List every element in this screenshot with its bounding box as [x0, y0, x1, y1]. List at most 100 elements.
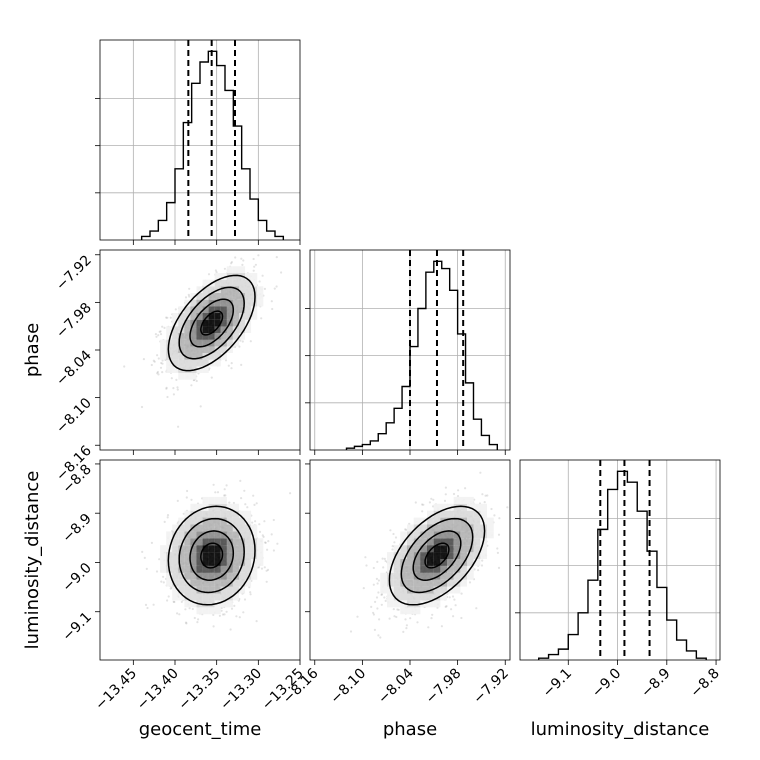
- density-cell: [190, 326, 197, 333]
- density-cell: [202, 346, 209, 353]
- density-cell: [226, 559, 233, 566]
- density-cell: [196, 559, 203, 566]
- density-cell: [467, 496, 474, 504]
- sample-point: [230, 367, 233, 370]
- histogram-panel-geocent-time: [95, 39, 301, 241]
- density-cell: [226, 586, 233, 594]
- sample-point: [154, 333, 157, 336]
- density-cell: [473, 531, 481, 539]
- sample-point: [432, 505, 435, 508]
- density-cell: [220, 286, 227, 293]
- sample-point: [169, 587, 172, 590]
- density-cell: [226, 339, 233, 347]
- y-tick-label: −7.98: [53, 300, 95, 342]
- density-cell: [214, 586, 221, 594]
- sample-point: [158, 330, 161, 333]
- density-cell: [433, 565, 441, 573]
- sample-point: [159, 333, 163, 336]
- density-cell: [220, 593, 227, 601]
- contour-line: [178, 286, 245, 360]
- density-cell: [487, 524, 494, 532]
- sample-point: [275, 285, 278, 288]
- density-cell: [387, 572, 394, 580]
- density-cell: [184, 545, 191, 553]
- density-cell: [184, 299, 191, 307]
- density-cell: [220, 326, 227, 333]
- sample-point: [256, 566, 259, 569]
- density-cell: [196, 293, 203, 300]
- density-cell: [245, 273, 252, 280]
- density-cell: [440, 593, 447, 601]
- sample-point: [162, 575, 165, 578]
- sample-point: [272, 518, 275, 522]
- y-tick-label: −9.1: [59, 609, 94, 644]
- sample-point: [190, 384, 193, 387]
- density-cell: [407, 565, 414, 573]
- density-cell: [433, 559, 441, 566]
- sample-point: [196, 621, 199, 624]
- density-cell: [239, 545, 246, 553]
- density-cell: [440, 531, 447, 539]
- sample-point: [391, 545, 394, 548]
- density-cell: [407, 538, 414, 546]
- density-cell: [178, 346, 185, 353]
- density-cell: [202, 510, 209, 518]
- density-cell: [232, 319, 239, 327]
- density-cell: [251, 545, 258, 553]
- density-cell: [220, 545, 227, 553]
- density-cell: [433, 524, 441, 532]
- density-cell: [413, 565, 421, 573]
- density-cell: [239, 279, 246, 287]
- density-cell: [166, 572, 173, 580]
- sample-point: [242, 259, 245, 262]
- sample-point: [254, 263, 257, 266]
- density-cell: [433, 600, 441, 608]
- density-cell: [453, 510, 461, 518]
- density-cell: [232, 545, 239, 553]
- density-cell: [184, 600, 191, 608]
- density-cell: [400, 586, 407, 594]
- density-cell: [245, 524, 252, 532]
- density-cell: [190, 586, 197, 594]
- density-cell: [257, 559, 264, 566]
- density-cell: [239, 586, 246, 594]
- density-cell: [220, 538, 227, 546]
- density-cell: [190, 559, 197, 566]
- sample-point: [370, 605, 373, 609]
- sample-point: [405, 528, 408, 532]
- density-cell: [447, 579, 454, 587]
- sample-point: [184, 621, 188, 624]
- x-tick-label: −8.8: [688, 666, 723, 701]
- sample-point: [152, 359, 155, 362]
- sample-point: [234, 256, 237, 259]
- density-cell: [202, 299, 209, 307]
- density-cell: [257, 293, 264, 300]
- sample-point: [174, 308, 177, 311]
- density-cell: [245, 306, 252, 313]
- sample-point: [364, 556, 367, 559]
- sample-point: [481, 493, 484, 496]
- histogram-panel-phase: [305, 249, 511, 451]
- sample-point: [444, 486, 447, 489]
- density-cell: [460, 510, 467, 518]
- density-cell: [202, 607, 209, 615]
- density-cell: [433, 593, 441, 601]
- density-cell: [453, 572, 461, 580]
- density-cell: [178, 579, 185, 587]
- sample-point: [224, 494, 227, 497]
- sample-point: [473, 568, 476, 571]
- density-cell: [473, 538, 481, 546]
- density-cell: [178, 565, 185, 573]
- sample-point: [380, 593, 383, 597]
- sample-point: [157, 357, 160, 360]
- sample-point: [272, 549, 275, 552]
- density-cell: [232, 552, 239, 559]
- sample-point: [483, 501, 486, 504]
- density-cell: [232, 339, 239, 347]
- sample-point: [372, 583, 375, 586]
- density-cell: [393, 559, 401, 566]
- density-cell: [467, 517, 474, 525]
- sample-point: [193, 616, 196, 620]
- density-cell: [447, 572, 454, 580]
- density-cell: [166, 333, 173, 340]
